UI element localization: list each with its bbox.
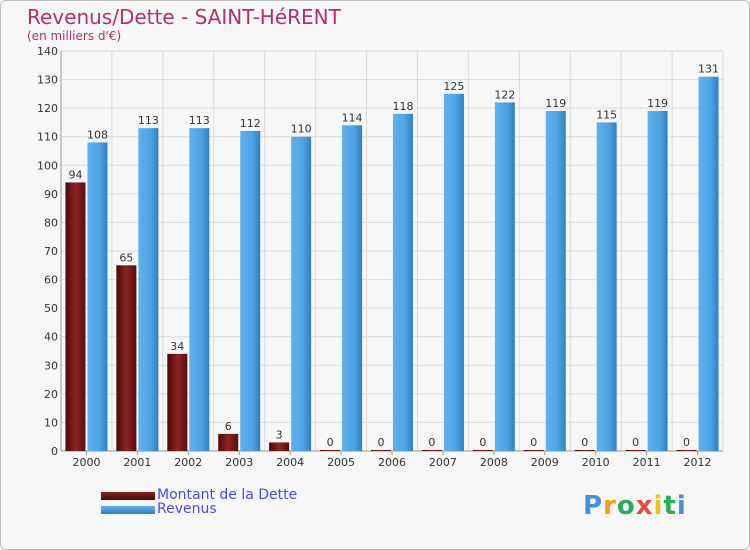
data-label-debt: 3 (276, 428, 283, 441)
logo-letter: o (616, 491, 636, 521)
x-tick-label: 2005 (327, 456, 355, 469)
bar-revenue (393, 113, 413, 451)
y-tick-label: 60 (44, 274, 58, 287)
bar-debt (269, 442, 290, 451)
bar-revenue (87, 142, 108, 451)
y-tick-label: 70 (44, 245, 58, 258)
data-label-debt: 0 (581, 436, 588, 449)
bar-debt (320, 450, 341, 451)
y-tick-label: 10 (44, 416, 58, 429)
y-tick-label: 90 (44, 188, 58, 201)
y-tick-label: 100 (37, 159, 58, 172)
logo-letter: t (663, 491, 677, 521)
logo-letter: i (653, 491, 664, 521)
data-label-revenue: 118 (393, 100, 414, 113)
data-label-debt: 0 (327, 436, 334, 449)
x-tick-label: 2006 (378, 456, 406, 469)
y-tick-label: 50 (44, 302, 58, 315)
bar-revenue (494, 102, 515, 451)
data-label-debt: 0 (530, 436, 537, 449)
data-label-revenue: 114 (342, 111, 363, 124)
y-tick-label: 130 (37, 74, 58, 87)
bar-revenue (138, 128, 159, 451)
x-tick-label: 2008 (480, 456, 508, 469)
data-label-revenue: 113 (189, 114, 210, 127)
bar-revenue (240, 131, 261, 451)
bar-debt (574, 450, 595, 451)
bar-debt (371, 450, 391, 451)
x-tick-label: 2011 (633, 456, 661, 469)
bar-debt (65, 182, 86, 451)
data-label-revenue: 110 (291, 123, 312, 136)
x-tick-label: 2004 (276, 456, 304, 469)
data-label-revenue: 119 (647, 97, 668, 110)
bar-revenue (189, 128, 210, 451)
y-tick-label: 120 (37, 102, 58, 115)
bar-revenue (596, 122, 617, 451)
proxiti-logo: Proxiti (583, 491, 687, 521)
bar-debt (472, 450, 493, 451)
legend-swatch-debt (101, 492, 155, 500)
data-label-revenue: 115 (596, 108, 617, 121)
bar-debt (218, 433, 239, 451)
data-label-debt: 94 (68, 168, 82, 181)
bars (65, 76, 719, 452)
bar-debt (167, 353, 188, 451)
data-label-debt: 0 (428, 436, 435, 449)
x-tick-label: 2002 (174, 456, 202, 469)
bar-debt (625, 450, 646, 451)
data-label-revenue: 113 (138, 114, 159, 127)
x-tick-label: 2010 (582, 456, 610, 469)
data-label-debt: 65 (119, 251, 133, 264)
data-label-debt: 0 (632, 436, 639, 449)
chart-title: Revenus/Dette - SAINT-HéRENT (27, 5, 341, 29)
chart-subtitle: (en milliers d'€) (27, 29, 122, 43)
bar-revenue (291, 136, 312, 451)
bar-revenue (443, 93, 464, 451)
logo-letter: r (603, 491, 617, 521)
logo-letter: i (676, 491, 687, 521)
data-label-debt: 0 (479, 436, 486, 449)
bar-debt (523, 450, 544, 451)
x-tick-label: 2007 (429, 456, 457, 469)
data-label-revenue: 108 (87, 128, 108, 141)
data-label-revenue: 112 (240, 117, 261, 130)
data-label-revenue: 119 (545, 97, 566, 110)
bar-debt (676, 450, 697, 451)
data-label-debt: 0 (378, 436, 385, 449)
logo-letter: x (635, 491, 654, 521)
bar-debt (116, 265, 137, 451)
data-label-debt: 6 (225, 420, 232, 433)
x-tick-label: 2000 (72, 456, 100, 469)
x-tick-label: 2009 (531, 456, 559, 469)
y-tick-label: 140 (37, 45, 58, 58)
y-tick-label: 0 (51, 445, 58, 458)
bar-revenue (647, 111, 668, 451)
data-label-revenue: 122 (494, 88, 515, 101)
legend-label-revenue: Revenus (157, 501, 217, 517)
bar-debt (421, 450, 442, 451)
x-tick-label: 2012 (684, 456, 712, 469)
legend-swatch-revenue (101, 506, 155, 514)
y-tick-label: 80 (44, 216, 58, 229)
x-tick-label: 2001 (123, 456, 151, 469)
logo-letter: P (583, 491, 604, 521)
legend-label-debt: Montant de la Dette (157, 487, 298, 503)
y-tick-label: 40 (44, 331, 58, 344)
y-tick-label: 110 (37, 131, 58, 144)
x-tick-label: 2003 (225, 456, 253, 469)
y-tick-label: 30 (44, 359, 58, 372)
data-label-debt: 0 (683, 436, 690, 449)
data-label-revenue: 131 (698, 63, 719, 76)
y-tick-label: 20 (44, 388, 58, 401)
bar-revenue (545, 111, 566, 451)
data-label-debt: 34 (170, 340, 184, 353)
bar-revenue (342, 125, 363, 452)
data-labels: 94 108 65 113 34 113 6 112 3 110 0 114 0 118 0 125 0 122 0… (68, 63, 719, 449)
bar-revenue (698, 76, 719, 451)
data-label-revenue: 125 (443, 80, 464, 93)
